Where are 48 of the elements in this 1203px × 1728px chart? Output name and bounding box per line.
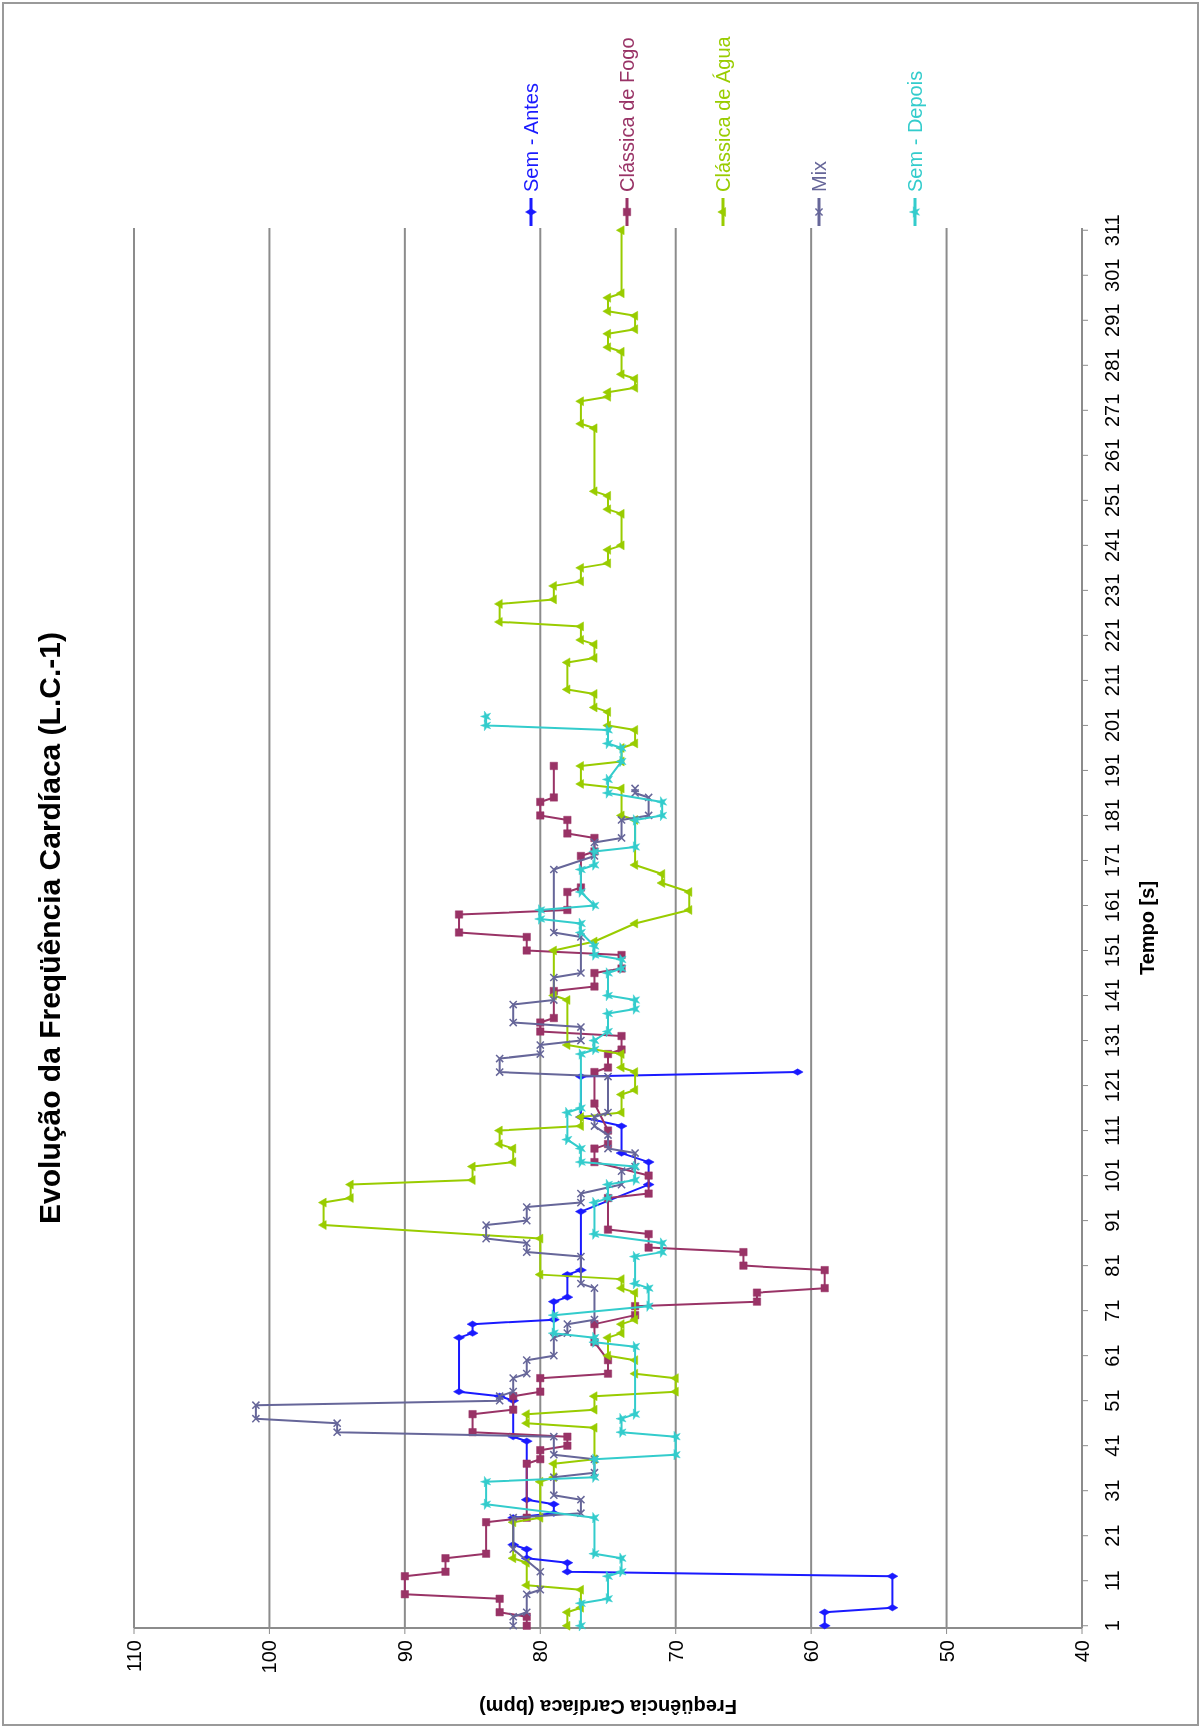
x-tick-label: 70 — [664, 1640, 687, 1663]
x-tick-label: 90 — [393, 1640, 416, 1663]
x-tick-label: 100 — [258, 1640, 281, 1674]
y-tick-label: 31 — [1101, 1479, 1123, 1502]
y-tick-label: 121 — [1101, 1068, 1123, 1103]
y-tick-label: 141 — [1101, 978, 1123, 1013]
x-tick-label: 40 — [1071, 1640, 1093, 1663]
text: Evolução da Freqüência Cardíaca (L.C.-1) — [33, 632, 66, 1224]
y-tick-label: 81 — [1101, 1254, 1123, 1277]
y-tick-label: 91 — [1101, 1209, 1123, 1232]
x-tick-label: 80 — [529, 1640, 552, 1663]
y-tick-label: 61 — [1101, 1344, 1123, 1367]
y-tick-label: 161 — [1101, 888, 1123, 923]
y-tick-label: 51 — [1101, 1389, 1123, 1412]
y-tick-label: 71 — [1101, 1299, 1123, 1322]
y-tick-label: 231 — [1101, 573, 1123, 608]
x-tick-label: 50 — [935, 1640, 958, 1663]
y-tick-label: 301 — [1101, 258, 1123, 292]
x-axis-title: Freqüência Cardíaca (bpm) — [479, 1696, 737, 1718]
y-tick-label: 281 — [1101, 348, 1123, 382]
y-tick-label: 151 — [1101, 933, 1123, 968]
y-tick-label: 171 — [1101, 843, 1123, 878]
y-tick-label: 21 — [1101, 1524, 1123, 1547]
y-tick-label: 261 — [1101, 438, 1123, 473]
y-tick-label: 201 — [1101, 708, 1123, 743]
y-tick-label: 191 — [1101, 753, 1123, 788]
y-tick-label: 11 — [1101, 1570, 1123, 1592]
text: Sem - Depois — [904, 70, 926, 192]
y-tick-label: 241 — [1101, 528, 1123, 563]
y-tick-label: 271 — [1101, 393, 1123, 427]
y-tick-label: 221 — [1101, 618, 1123, 653]
y-tick-label: 311 — [1101, 214, 1123, 247]
text: Mix — [808, 160, 830, 192]
x-tick-label: 110 — [123, 1640, 145, 1672]
y-tick-label: 41 — [1101, 1434, 1123, 1457]
y-tick-label: 1 — [1101, 1620, 1123, 1632]
y-tick-label: 251 — [1101, 483, 1123, 518]
y-tick-label: 181 — [1101, 798, 1123, 833]
y-tick-label: 131 — [1101, 1023, 1123, 1058]
x-tick-label: 60 — [800, 1640, 823, 1663]
y-tick-label: 291 — [1101, 303, 1123, 337]
text: Clássica de Água — [712, 35, 734, 192]
y-tick-label: 111 — [1101, 1115, 1123, 1146]
y-tick-label: 101 — [1101, 1158, 1123, 1193]
y-tick-label: 211 — [1101, 664, 1123, 697]
y-axis-title: Tempo [s] — [1136, 880, 1158, 976]
text: Sem - Antes — [520, 83, 542, 192]
text: Clássica de Fogo — [616, 37, 638, 192]
